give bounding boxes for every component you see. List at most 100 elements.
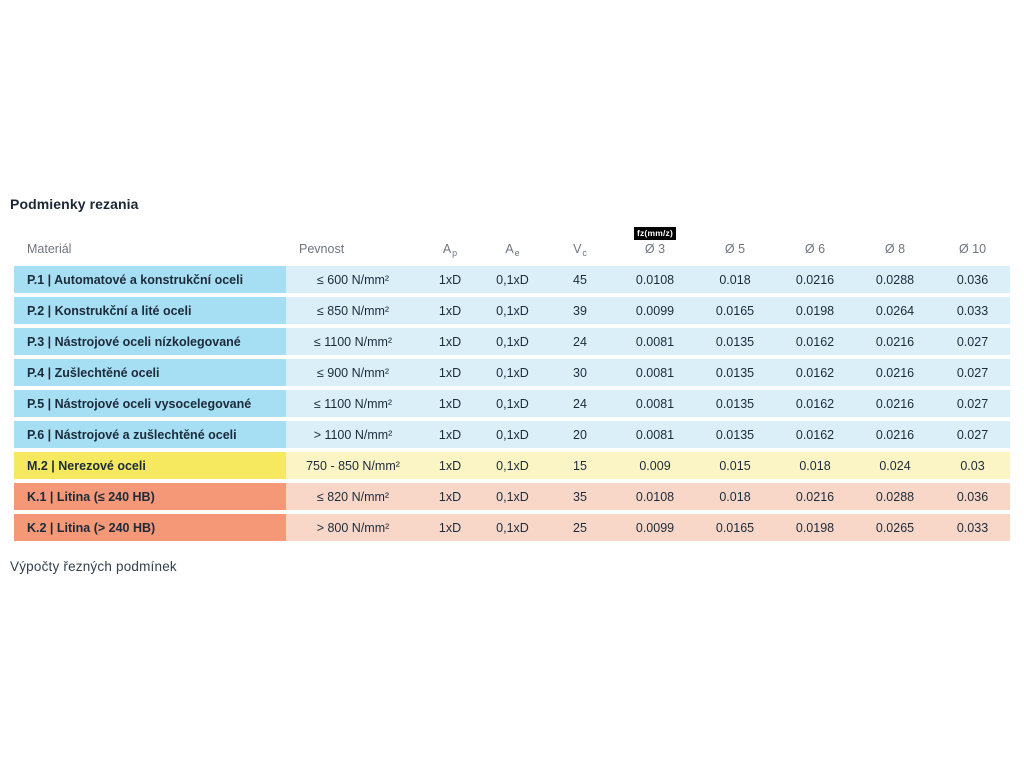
pevnost-cell: ≤ 820 N/mm² bbox=[286, 483, 420, 510]
material-cell: M.2 | Nerezové oceli bbox=[14, 452, 286, 479]
fz-d10-cell: 0.027 bbox=[935, 421, 1010, 448]
vc-cell: 39 bbox=[545, 297, 615, 324]
vc-cell: 20 bbox=[545, 421, 615, 448]
ap-cell: 1xD bbox=[420, 297, 480, 324]
col-header-d5: Ø 5 bbox=[724, 242, 746, 256]
vc-cell: 25 bbox=[545, 514, 615, 541]
pevnost-cell: ≤ 600 N/mm² bbox=[286, 266, 420, 293]
material-row: P.5 | Nástrojové oceli vysocelegované ≤ … bbox=[14, 390, 1010, 417]
vc-cell: 30 bbox=[545, 359, 615, 386]
vc-cell: 15 bbox=[545, 452, 615, 479]
fz-d10-cell: 0.036 bbox=[935, 483, 1010, 510]
fz-d5-cell: 0.0135 bbox=[695, 421, 775, 448]
section-title: Podmienky rezania bbox=[10, 196, 139, 212]
fz-d8-cell: 0.0264 bbox=[855, 297, 935, 324]
fz-d8-cell: 0.0288 bbox=[855, 483, 935, 510]
fz-d5-cell: 0.0165 bbox=[695, 514, 775, 541]
fz-d5-cell: 0.0165 bbox=[695, 297, 775, 324]
col-header-d8: Ø 8 bbox=[884, 242, 906, 256]
fz-d8-cell: 0.0216 bbox=[855, 359, 935, 386]
fz-d5-cell: 0.018 bbox=[695, 483, 775, 510]
col-header-d10: Ø 10 bbox=[958, 242, 987, 256]
ap-cell: 1xD bbox=[420, 483, 480, 510]
vc-cell: 24 bbox=[545, 328, 615, 355]
material-cell: P.4 | Zušlechtěné oceli bbox=[14, 359, 286, 386]
col-header-material: Materiál bbox=[27, 242, 72, 256]
calculations-heading: Výpočty řezných podmínek bbox=[10, 559, 177, 574]
material-row: P.6 | Nástrojové a zušlechtěné oceli > 1… bbox=[14, 421, 1010, 448]
fz-d3-cell: 0.0108 bbox=[615, 483, 695, 510]
fz-d10-cell: 0.027 bbox=[935, 359, 1010, 386]
material-row: M.2 | Nerezové oceli 750 - 850 N/mm² 1xD… bbox=[14, 452, 1010, 479]
ap-cell: 1xD bbox=[420, 452, 480, 479]
ap-cell: 1xD bbox=[420, 514, 480, 541]
fz-d6-cell: 0.0216 bbox=[775, 483, 855, 510]
ap-cell: 1xD bbox=[420, 421, 480, 448]
pevnost-cell: ≤ 850 N/mm² bbox=[286, 297, 420, 324]
fz-d8-cell: 0.0216 bbox=[855, 421, 935, 448]
fz-d8-cell: 0.0265 bbox=[855, 514, 935, 541]
ae-cell: 0,1xD bbox=[480, 483, 545, 510]
fz-d8-cell: 0.0216 bbox=[855, 390, 935, 417]
ae-cell: 0,1xD bbox=[480, 328, 545, 355]
col-header-pevnost: Pevnost bbox=[299, 242, 345, 256]
material-row: P.2 | Konstrukční a lité oceli ≤ 850 N/m… bbox=[14, 297, 1010, 324]
pevnost-cell: ≤ 1100 N/mm² bbox=[286, 390, 420, 417]
pevnost-cell: 750 - 850 N/mm² bbox=[286, 452, 420, 479]
col-header-vc: Vc bbox=[573, 242, 587, 258]
fz-d6-cell: 0.0162 bbox=[775, 328, 855, 355]
fz-d3-cell: 0.0081 bbox=[615, 421, 695, 448]
ae-cell: 0,1xD bbox=[480, 452, 545, 479]
fz-d10-cell: 0.033 bbox=[935, 297, 1010, 324]
material-cell: P.5 | Nástrojové oceli vysocelegované bbox=[14, 390, 286, 417]
fz-d8-cell: 0.0216 bbox=[855, 328, 935, 355]
ap-cell: 1xD bbox=[420, 359, 480, 386]
fz-unit-badge: fz(mm/z) bbox=[633, 227, 677, 240]
pevnost-cell: ≤ 900 N/mm² bbox=[286, 359, 420, 386]
vc-cell: 45 bbox=[545, 266, 615, 293]
fz-d6-cell: 0.0162 bbox=[775, 390, 855, 417]
material-row: K.2 | Litina (> 240 HB) > 800 N/mm² 1xD … bbox=[14, 514, 1010, 541]
fz-d6-cell: 0.0162 bbox=[775, 359, 855, 386]
fz-d6-cell: 0.0198 bbox=[775, 514, 855, 541]
fz-d10-cell: 0.027 bbox=[935, 328, 1010, 355]
ae-cell: 0,1xD bbox=[480, 390, 545, 417]
cutting-conditions-section: Podmienky rezania Materiál Pevnost Ap Ae… bbox=[10, 196, 1014, 574]
fz-d6-cell: 0.0216 bbox=[775, 266, 855, 293]
material-row: P.1 | Automatové a konstrukční oceli ≤ 6… bbox=[14, 266, 1010, 293]
material-row: K.1 | Litina (≤ 240 HB) ≤ 820 N/mm² 1xD … bbox=[14, 483, 1010, 510]
ae-cell: 0,1xD bbox=[480, 514, 545, 541]
material-cell: P.6 | Nástrojové a zušlechtěné oceli bbox=[14, 421, 286, 448]
material-row: P.3 | Nástrojové oceli nízkolegované ≤ 1… bbox=[14, 328, 1010, 355]
ae-cell: 0,1xD bbox=[480, 297, 545, 324]
fz-d5-cell: 0.015 bbox=[695, 452, 775, 479]
ap-cell: 1xD bbox=[420, 266, 480, 293]
ae-cell: 0,1xD bbox=[480, 266, 545, 293]
col-header-d3: fz(mm/z) Ø 3 bbox=[615, 218, 695, 262]
vc-cell: 35 bbox=[545, 483, 615, 510]
fz-d3-cell: 0.0099 bbox=[615, 297, 695, 324]
ap-cell: 1xD bbox=[420, 390, 480, 417]
table-body: P.1 | Automatové a konstrukční oceli ≤ 6… bbox=[14, 266, 1010, 541]
pevnost-cell: > 800 N/mm² bbox=[286, 514, 420, 541]
material-cell: P.1 | Automatové a konstrukční oceli bbox=[14, 266, 286, 293]
fz-d8-cell: 0.024 bbox=[855, 452, 935, 479]
ae-cell: 0,1xD bbox=[480, 421, 545, 448]
header-row: Materiál Pevnost Ap Ae Vc fz(mm/z) Ø 3 Ø… bbox=[14, 218, 1010, 262]
fz-d3-cell: 0.0081 bbox=[615, 328, 695, 355]
pevnost-cell: > 1100 N/mm² bbox=[286, 421, 420, 448]
cutting-conditions-table: Materiál Pevnost Ap Ae Vc fz(mm/z) Ø 3 Ø… bbox=[14, 214, 1010, 545]
fz-d3-cell: 0.0099 bbox=[615, 514, 695, 541]
material-row: P.4 | Zušlechtěné oceli ≤ 900 N/mm² 1xD … bbox=[14, 359, 1010, 386]
fz-d5-cell: 0.0135 bbox=[695, 328, 775, 355]
fz-d5-cell: 0.0135 bbox=[695, 390, 775, 417]
fz-d6-cell: 0.018 bbox=[775, 452, 855, 479]
material-cell: K.2 | Litina (> 240 HB) bbox=[14, 514, 286, 541]
ap-cell: 1xD bbox=[420, 328, 480, 355]
fz-d8-cell: 0.0288 bbox=[855, 266, 935, 293]
fz-d3-cell: 0.0081 bbox=[615, 359, 695, 386]
fz-d3-cell: 0.009 bbox=[615, 452, 695, 479]
vc-cell: 24 bbox=[545, 390, 615, 417]
material-cell: P.2 | Konstrukční a lité oceli bbox=[14, 297, 286, 324]
fz-d10-cell: 0.036 bbox=[935, 266, 1010, 293]
